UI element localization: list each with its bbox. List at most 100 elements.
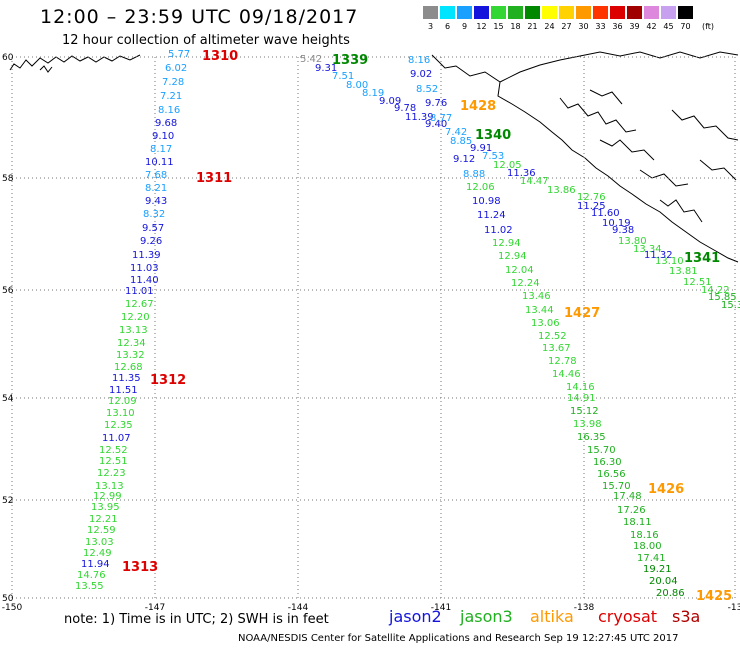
swh-value: 8.00 — [346, 80, 368, 91]
footer-credit: NOAA/NESDIS Center for Satellite Applica… — [238, 633, 679, 644]
scale-label-70: 70 — [680, 22, 691, 31]
page-title: 12:00 – 23:59 UTC 09/18/2017 — [40, 6, 359, 28]
scale-unit: (ft) — [701, 22, 715, 31]
swh-value: 15.70 — [587, 445, 616, 456]
swh-value: 14.16 — [566, 382, 595, 393]
pass-label: 1426 — [648, 482, 684, 497]
swh-value: 14.91 — [567, 393, 596, 404]
swh-value: 7.42 — [445, 127, 467, 138]
legend-cryosat: cryosat — [598, 607, 658, 626]
lon-label: -141 — [431, 603, 451, 613]
swh-value: 9.12 — [453, 154, 475, 165]
swh-value: 11.51 — [109, 385, 138, 396]
swh-value: 11.32 — [644, 250, 673, 261]
swh-value: 18.00 — [633, 541, 662, 552]
swh-value: 9.68 — [155, 118, 177, 129]
swh-value: 20.86 — [656, 588, 685, 599]
swh-value: 11.03 — [130, 263, 159, 274]
swh-value: 11.39 — [132, 250, 161, 261]
legend-jason2: jason2 — [389, 607, 442, 626]
swh-value: 9.38 — [612, 225, 634, 236]
legend-altika: altika — [530, 607, 574, 626]
lon-label: -138 — [574, 603, 595, 613]
swh-value: 7.68 — [145, 170, 167, 181]
scale-label-21: 21 — [527, 22, 538, 31]
swh-value: 17.48 — [613, 491, 642, 502]
pass-labels: 1310 1311 1312 1313 1339 1340 1341 1428 1427 1426… — [122, 49, 732, 604]
swh-value: 13.03 — [85, 537, 114, 548]
swh-value: 12.06 — [466, 182, 495, 193]
swh-value: 12.24 — [511, 278, 540, 289]
scale-swatch-36 — [610, 6, 625, 19]
swh-value: 13.80 — [618, 236, 647, 247]
swh-value: 8.16 — [408, 55, 430, 66]
legend-jason3: jason3 — [460, 607, 513, 626]
scale-label-33: 33 — [595, 22, 606, 31]
swh-value: 9.09 — [379, 96, 401, 107]
swh-value: 14.46 — [552, 369, 581, 380]
swh-value: 14.22 — [701, 285, 730, 296]
swh-value: 10.11 — [145, 157, 174, 168]
swh-value: 13.95 — [91, 502, 120, 513]
swh-value: 9.40 — [425, 119, 447, 130]
lat-label: 60 — [2, 53, 14, 63]
swh-value: 13.13 — [119, 325, 148, 336]
swh-value: 20.04 — [649, 576, 678, 587]
swh-value: 8.32 — [143, 209, 165, 220]
swh-value: 12.35 — [104, 420, 133, 431]
swh-value: 12.52 — [538, 331, 567, 342]
swh-value: 8.19 — [362, 88, 384, 99]
swh-value: 11.25 — [577, 201, 606, 212]
scale-swatch-18 — [508, 6, 523, 19]
scale-label-27: 27 — [561, 22, 572, 31]
swh-value: 17.41 — [637, 553, 666, 564]
note-text: note: 1) Time is in UTC; 2) SWH is in fe… — [64, 612, 329, 627]
swh-value: 8.21 — [145, 183, 167, 194]
swh-value: 12.67 — [125, 299, 154, 310]
pass-label: 1425 — [696, 589, 732, 604]
swh-value: 13.06 — [531, 318, 560, 329]
pass-label: 1339 — [332, 53, 368, 68]
swh-value: 10.19 — [602, 218, 631, 229]
scale-swatch-24 — [542, 6, 557, 19]
lon-label: -13 — [728, 603, 740, 613]
swh-value: 8.77 — [430, 113, 452, 124]
lat-label: 52 — [2, 496, 13, 506]
lon-label: -150 — [2, 603, 23, 613]
swh-value: 13.32 — [116, 350, 145, 361]
swh-value: 11.24 — [477, 210, 506, 221]
swh-value: 9.26 — [140, 236, 162, 247]
swh-value: 12.76 — [577, 192, 606, 203]
swh-value: 13.67 — [542, 343, 571, 354]
swh-value: 12.52 — [99, 445, 128, 456]
swh-value: 12.09 — [108, 396, 137, 407]
swh-value: 9.91 — [470, 143, 492, 154]
swh-value: 12.21 — [89, 514, 118, 525]
pass-label: 1341 — [684, 251, 720, 266]
lon-label: -144 — [288, 603, 309, 613]
swh-value: 14.47 — [520, 176, 549, 187]
pass-label: 1340 — [475, 128, 511, 143]
swh-value: 13.55 — [75, 581, 104, 592]
swh-value: 13.98 — [573, 419, 602, 430]
swh-value: 12.51 — [683, 277, 712, 288]
page-subtitle: 12 hour collection of altimeter wave hei… — [62, 33, 350, 48]
scale-label-45: 45 — [663, 22, 674, 31]
swh-value: 9.31 — [315, 63, 337, 74]
swh-value: 12.04 — [505, 265, 534, 276]
swh-value: 12.34 — [117, 338, 146, 349]
swh-value: 8.17 — [150, 144, 172, 155]
swh-value: 8.16 — [158, 105, 180, 116]
scale-swatch-45 — [661, 6, 676, 19]
scale-swatch-9 — [457, 6, 472, 19]
swh-value: 16.30 — [593, 457, 622, 468]
swh-value: 11.01 — [125, 286, 154, 297]
swh-value: 17.26 — [617, 505, 646, 516]
swh-value: 9.43 — [145, 196, 167, 207]
swh-value: 11.02 — [484, 225, 513, 236]
scale-label-42: 42 — [646, 22, 657, 31]
scale-swatch-3 — [423, 6, 438, 19]
swh-value: 12.20 — [121, 312, 150, 323]
swh-value: 8.85 — [450, 136, 472, 147]
